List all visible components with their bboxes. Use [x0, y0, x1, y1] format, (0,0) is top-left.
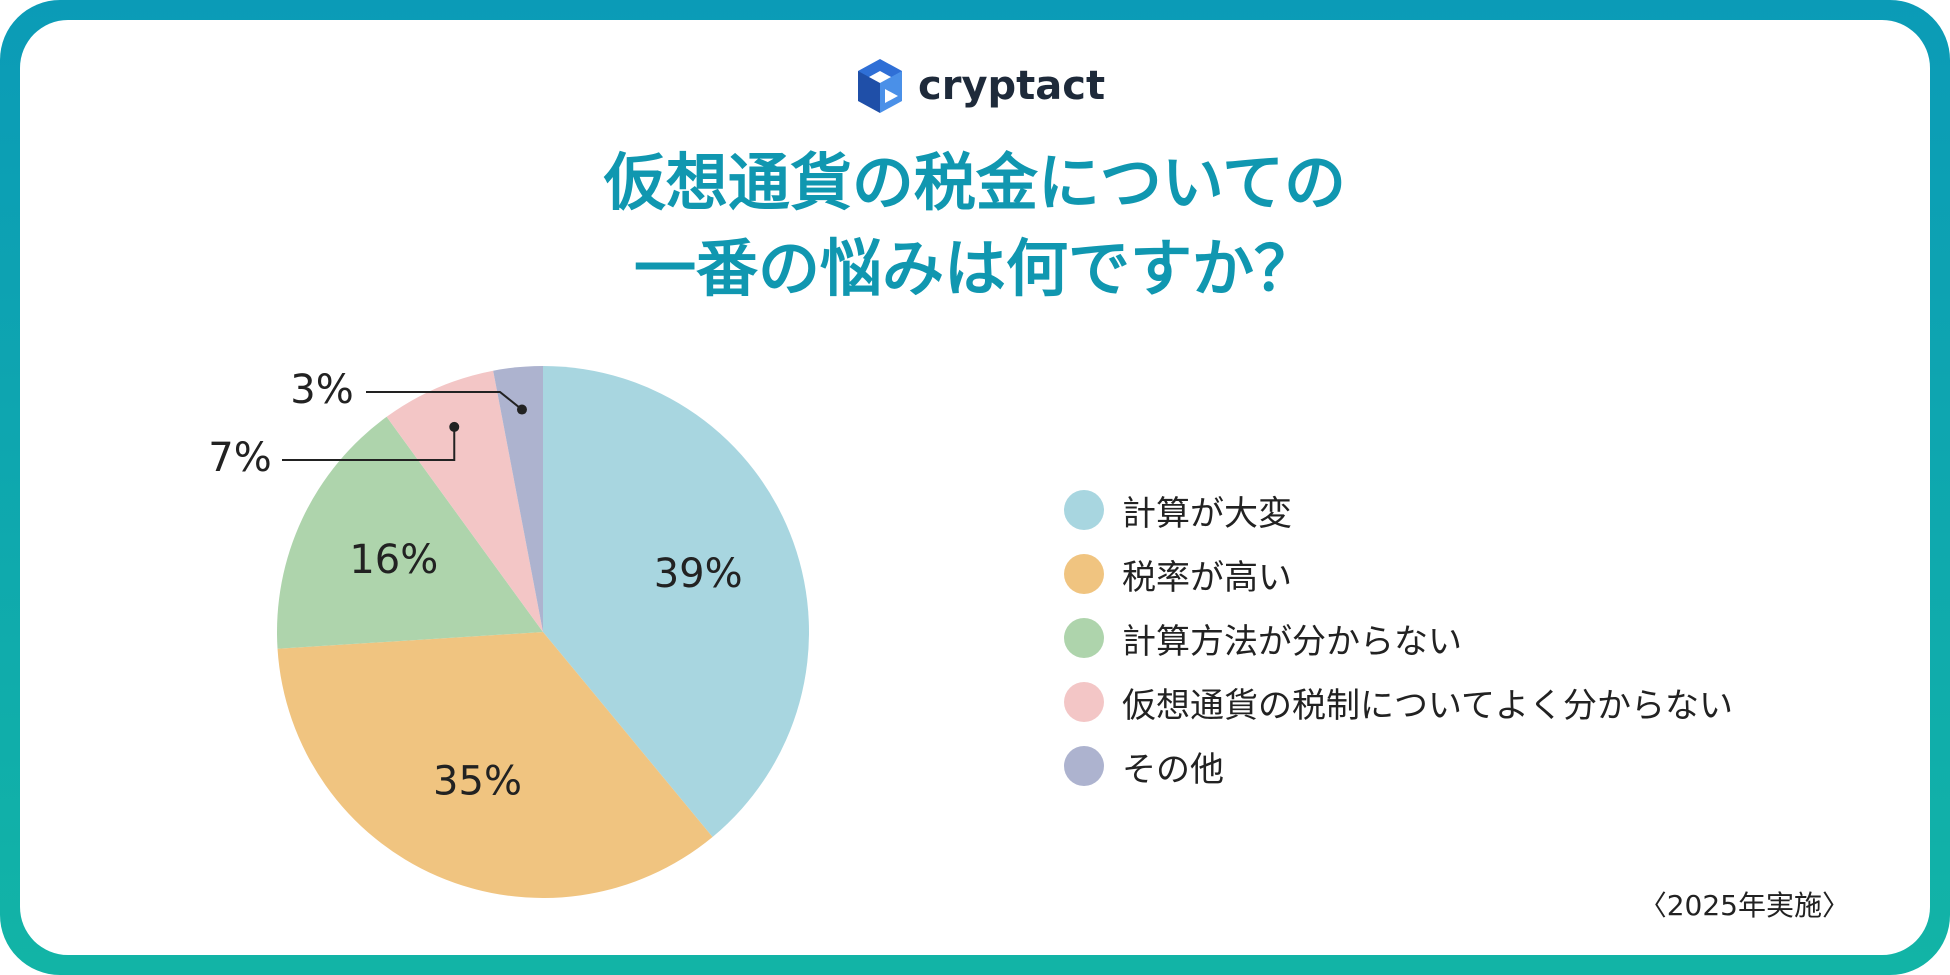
data-label-1: 39% — [654, 551, 743, 597]
pie-slice-3 — [277, 416, 543, 649]
legend-item-4: 仮想通貨の税制についてよく分からない — [1064, 670, 1733, 734]
legend-swatch-4 — [1064, 682, 1104, 722]
data-label-5: 3% — [290, 367, 353, 413]
legend-item-3: 計算方法が分からない — [1064, 606, 1733, 670]
leader-line-5 — [366, 391, 523, 411]
cryptact-logo-icon — [858, 59, 902, 113]
pie-slice-4 — [386, 370, 543, 632]
chart-title-line-1: 仮想通貨の税金についての — [603, 146, 1347, 219]
legend-swatch-1 — [1064, 490, 1104, 530]
legend-item-1: 計算が大変 — [1064, 478, 1733, 542]
legend-swatch-5 — [1064, 746, 1104, 786]
data-label-3: 16% — [349, 537, 438, 583]
data-label-2: 35% — [433, 758, 522, 804]
legend-label-4: 仮想通貨の税制についてよく分からない — [1122, 685, 1733, 726]
legend-item-2: 税率が高い — [1064, 542, 1733, 606]
legend-label-5: その他 — [1122, 749, 1224, 790]
legend-item-5: その他 — [1064, 734, 1733, 798]
legend-label-2: 税率が高い — [1122, 557, 1292, 598]
legend-label-3: 計算方法が分からない — [1122, 621, 1462, 662]
chart-title-line-2: 一番の悩みは何ですか？ — [633, 232, 1316, 305]
pie-slice-1 — [543, 366, 809, 837]
legend-swatch-3 — [1064, 618, 1104, 658]
legend-swatch-2 — [1064, 554, 1104, 594]
leader-line-4 — [282, 426, 456, 461]
brand-name: cryptact — [918, 63, 1106, 109]
chart-title: 仮想通貨の税金についての 一番の悩みは何ですか？ — [0, 140, 1950, 312]
pie-slice-5 — [493, 366, 543, 632]
pie-slice-2 — [277, 632, 713, 898]
brand-logo: cryptact — [858, 58, 1105, 114]
legend-label-1: 計算が大変 — [1122, 493, 1292, 534]
data-label-4: 7% — [208, 435, 271, 481]
chart-legend: 計算が大変税率が高い計算方法が分からない仮想通貨の税制についてよく分からない その… — [1064, 478, 1733, 798]
survey-year-note: 〈2025年実施〉 — [1638, 889, 1850, 922]
